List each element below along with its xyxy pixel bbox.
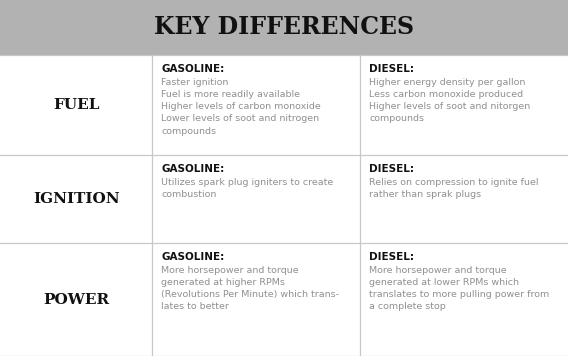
Text: More horsepower and torque
generated at higher RPMs
(Revolutions Per Minute) whi: More horsepower and torque generated at … [161,266,339,312]
Text: Relies on compression to ignite fuel
rather than sprak plugs: Relies on compression to ignite fuel rat… [369,178,538,199]
Text: IGNITION: IGNITION [33,192,119,206]
Text: GASOLINE:: GASOLINE: [161,164,224,174]
Text: FUEL: FUEL [53,98,99,112]
Text: KEY DIFFERENCES: KEY DIFFERENCES [154,16,414,40]
Text: Faster ignition
Fuel is more readily available
Higher levels of carbon monoxide
: Faster ignition Fuel is more readily ava… [161,78,321,136]
Text: Higher energy density per gallon
Less carbon monoxide produced
Higher levels of : Higher energy density per gallon Less ca… [369,78,531,124]
Text: GASOLINE:: GASOLINE: [161,64,224,74]
Text: POWER: POWER [43,293,109,307]
Bar [0,0,568,55]
Text: DIESEL:: DIESEL: [369,164,414,174]
Text: GASOLINE:: GASOLINE: [161,252,224,262]
Text: DIESEL:: DIESEL: [369,64,414,74]
Text: DIESEL:: DIESEL: [369,252,414,262]
Text: More horsepower and torque
generated at lower RPMs which
translates to more pull: More horsepower and torque generated at … [369,266,549,312]
Text: Utilizes spark plug igniters to create
combustion: Utilizes spark plug igniters to create c… [161,178,333,199]
